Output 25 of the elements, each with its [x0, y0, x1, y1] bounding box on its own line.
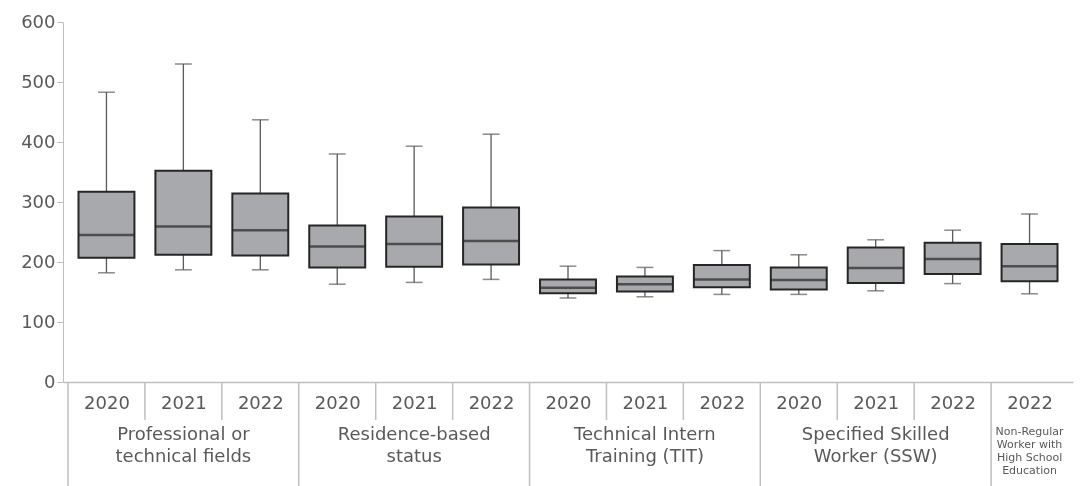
x-tick-label: 2020 [545, 391, 592, 413]
x-tick-label: 2022 [699, 391, 746, 413]
x-tick-label: 2022 [237, 391, 284, 413]
text: Technical Intern Training (TIT) [573, 423, 716, 466]
y-tick-label: 500 [21, 70, 56, 92]
text: Non-Regular Worker with High School Education [995, 425, 1065, 477]
y-tick-label: 300 [21, 190, 56, 212]
x-tick-label: 2022 [468, 391, 515, 413]
y-tick-label: 100 [21, 310, 56, 332]
x-tick-label: 2020 [84, 391, 130, 413]
x-tick-label: 2021 [160, 391, 207, 413]
x-tick-label: 2021 [391, 391, 438, 413]
y-tick-label: 400 [21, 130, 56, 152]
x-tick-label: 2021 [622, 391, 669, 413]
x-tick-label: 2020 [776, 391, 823, 413]
x-tick-label: 2020 [314, 391, 361, 413]
text: Professional or technical fields [115, 423, 252, 466]
text: Residence-based status [337, 423, 491, 466]
x-tick-label: 2021 [853, 391, 900, 413]
x-tick-label: 2022 [1007, 391, 1053, 413]
text: Specified Skilled Worker (SSW) [801, 423, 950, 466]
y-tick-label: 600 [21, 10, 56, 32]
y-tick-label: 200 [21, 250, 56, 272]
y-tick-label: 0 [44, 370, 56, 392]
x-tick-label: 2022 [930, 391, 977, 413]
